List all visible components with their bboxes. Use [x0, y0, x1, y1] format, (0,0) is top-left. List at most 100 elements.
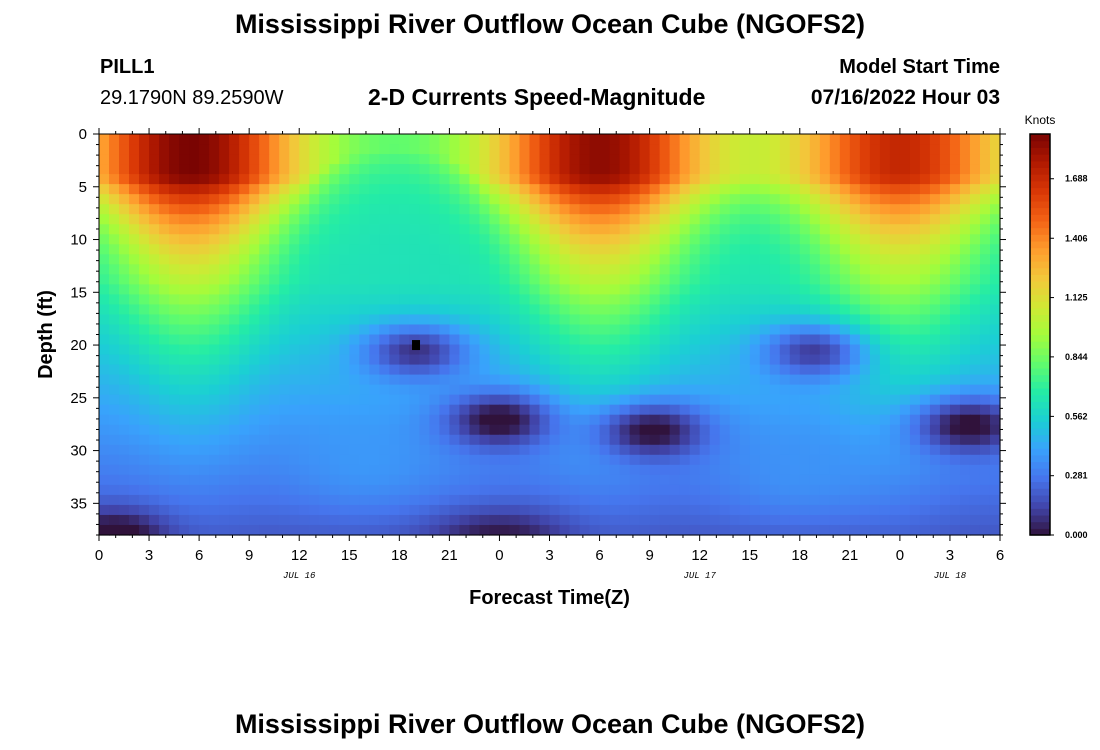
heatmap-cell	[649, 314, 661, 326]
heatmap-cell	[699, 504, 711, 516]
heatmap-cell	[579, 504, 591, 516]
heatmap-cell	[239, 474, 250, 486]
heatmap-cell	[939, 404, 951, 416]
heatmap-cell	[259, 464, 270, 476]
heatmap-cell	[339, 164, 350, 175]
heatmap-cell	[99, 134, 110, 145]
heatmap-cell	[579, 344, 591, 356]
heatmap-cell	[899, 214, 911, 225]
heatmap-cell	[789, 364, 801, 376]
heatmap-cell	[929, 334, 941, 346]
heatmap-cell	[909, 514, 921, 526]
heatmap-cell	[259, 504, 270, 516]
heatmap-cell	[899, 254, 911, 265]
heatmap-cell	[369, 524, 380, 536]
heatmap-cell	[519, 294, 531, 306]
heatmap-cell	[229, 214, 240, 225]
heatmap-cell	[579, 294, 591, 306]
heatmap-cell	[769, 254, 781, 265]
heatmap-cell	[309, 234, 320, 245]
heatmap-cell	[759, 434, 771, 446]
heatmap-cell	[279, 334, 290, 346]
heatmap-cell	[279, 344, 290, 356]
heatmap-cell	[319, 134, 330, 145]
heatmap-cell	[209, 284, 220, 296]
heatmap-cell	[359, 524, 370, 536]
heatmap-cell	[189, 284, 200, 296]
heatmap-cell	[749, 284, 761, 296]
heatmap-cell	[719, 434, 731, 446]
heatmap-cell	[969, 394, 981, 406]
heatmap-cell	[299, 234, 310, 245]
heatmap-cell	[989, 224, 1001, 235]
heatmap-cell	[129, 134, 140, 145]
heatmap-cell	[909, 374, 921, 386]
heatmap-cell	[399, 254, 410, 265]
heatmap-cell	[959, 344, 971, 356]
heatmap-cell	[419, 404, 430, 416]
heatmap-cell	[299, 304, 310, 316]
heatmap-cell	[529, 284, 541, 296]
x-tick-label: 3	[946, 547, 954, 564]
heatmap-cell	[859, 514, 871, 526]
heatmap-cell	[369, 504, 380, 516]
heatmap-cell	[249, 204, 260, 215]
heatmap-cell	[619, 474, 631, 486]
heatmap-cell	[689, 394, 701, 406]
heatmap-cell	[289, 304, 300, 316]
heatmap-cell	[869, 204, 881, 215]
heatmap-cell	[729, 334, 741, 346]
heatmap-cell	[99, 434, 110, 446]
heatmap-cell	[559, 204, 571, 215]
heatmap-cell	[129, 464, 140, 476]
heatmap-cell	[709, 234, 721, 245]
heatmap-cell	[579, 514, 591, 526]
heatmap-cell	[289, 384, 300, 396]
heatmap-cell	[199, 364, 210, 376]
heatmap-cell	[429, 134, 440, 145]
heatmap-cell	[229, 254, 240, 265]
heatmap-cell	[479, 374, 491, 386]
heatmap-cell	[849, 264, 861, 275]
heatmap-cell	[249, 444, 260, 456]
heatmap-cell	[179, 344, 190, 356]
heatmap-cell	[219, 294, 230, 306]
heatmap-cell	[519, 524, 531, 536]
heatmap-cell	[779, 304, 791, 316]
heatmap-cell	[879, 164, 891, 175]
heatmap-cell	[869, 184, 881, 195]
heatmap-cell	[569, 174, 581, 185]
heatmap-cell	[369, 174, 380, 185]
heatmap-cell	[289, 344, 300, 356]
heatmap-cell	[629, 394, 641, 406]
heatmap-cell	[399, 364, 410, 376]
heatmap-cell	[169, 394, 180, 406]
heatmap-cell	[499, 424, 511, 436]
heatmap-cell	[749, 294, 761, 306]
heatmap-cell	[979, 344, 991, 356]
heatmap-cell	[969, 384, 981, 396]
heatmap-cell	[119, 384, 130, 396]
heatmap-cell	[829, 334, 841, 346]
heatmap-cell	[949, 254, 961, 265]
heatmap-cell	[909, 144, 921, 155]
heatmap-cell	[529, 394, 541, 406]
heatmap-cell	[579, 324, 591, 336]
heatmap-cell	[469, 464, 481, 476]
heatmap-cell	[399, 134, 410, 145]
heatmap-cell	[979, 134, 991, 145]
heatmap-cell	[299, 134, 310, 145]
heatmap-cell	[879, 374, 891, 386]
heatmap-cell	[249, 254, 260, 265]
heatmap-cell	[859, 174, 871, 185]
heatmap-cell	[419, 394, 430, 406]
heatmap-cell	[549, 384, 561, 396]
heatmap-cell	[489, 334, 501, 346]
heatmap-cell	[919, 134, 931, 145]
heatmap-cell	[569, 494, 581, 506]
heatmap-cell	[339, 504, 350, 516]
heatmap-cell	[219, 364, 230, 376]
y-axis-label: Depth (ft)	[35, 290, 57, 379]
heatmap-cell	[309, 314, 320, 326]
heatmap-cell	[859, 394, 871, 406]
